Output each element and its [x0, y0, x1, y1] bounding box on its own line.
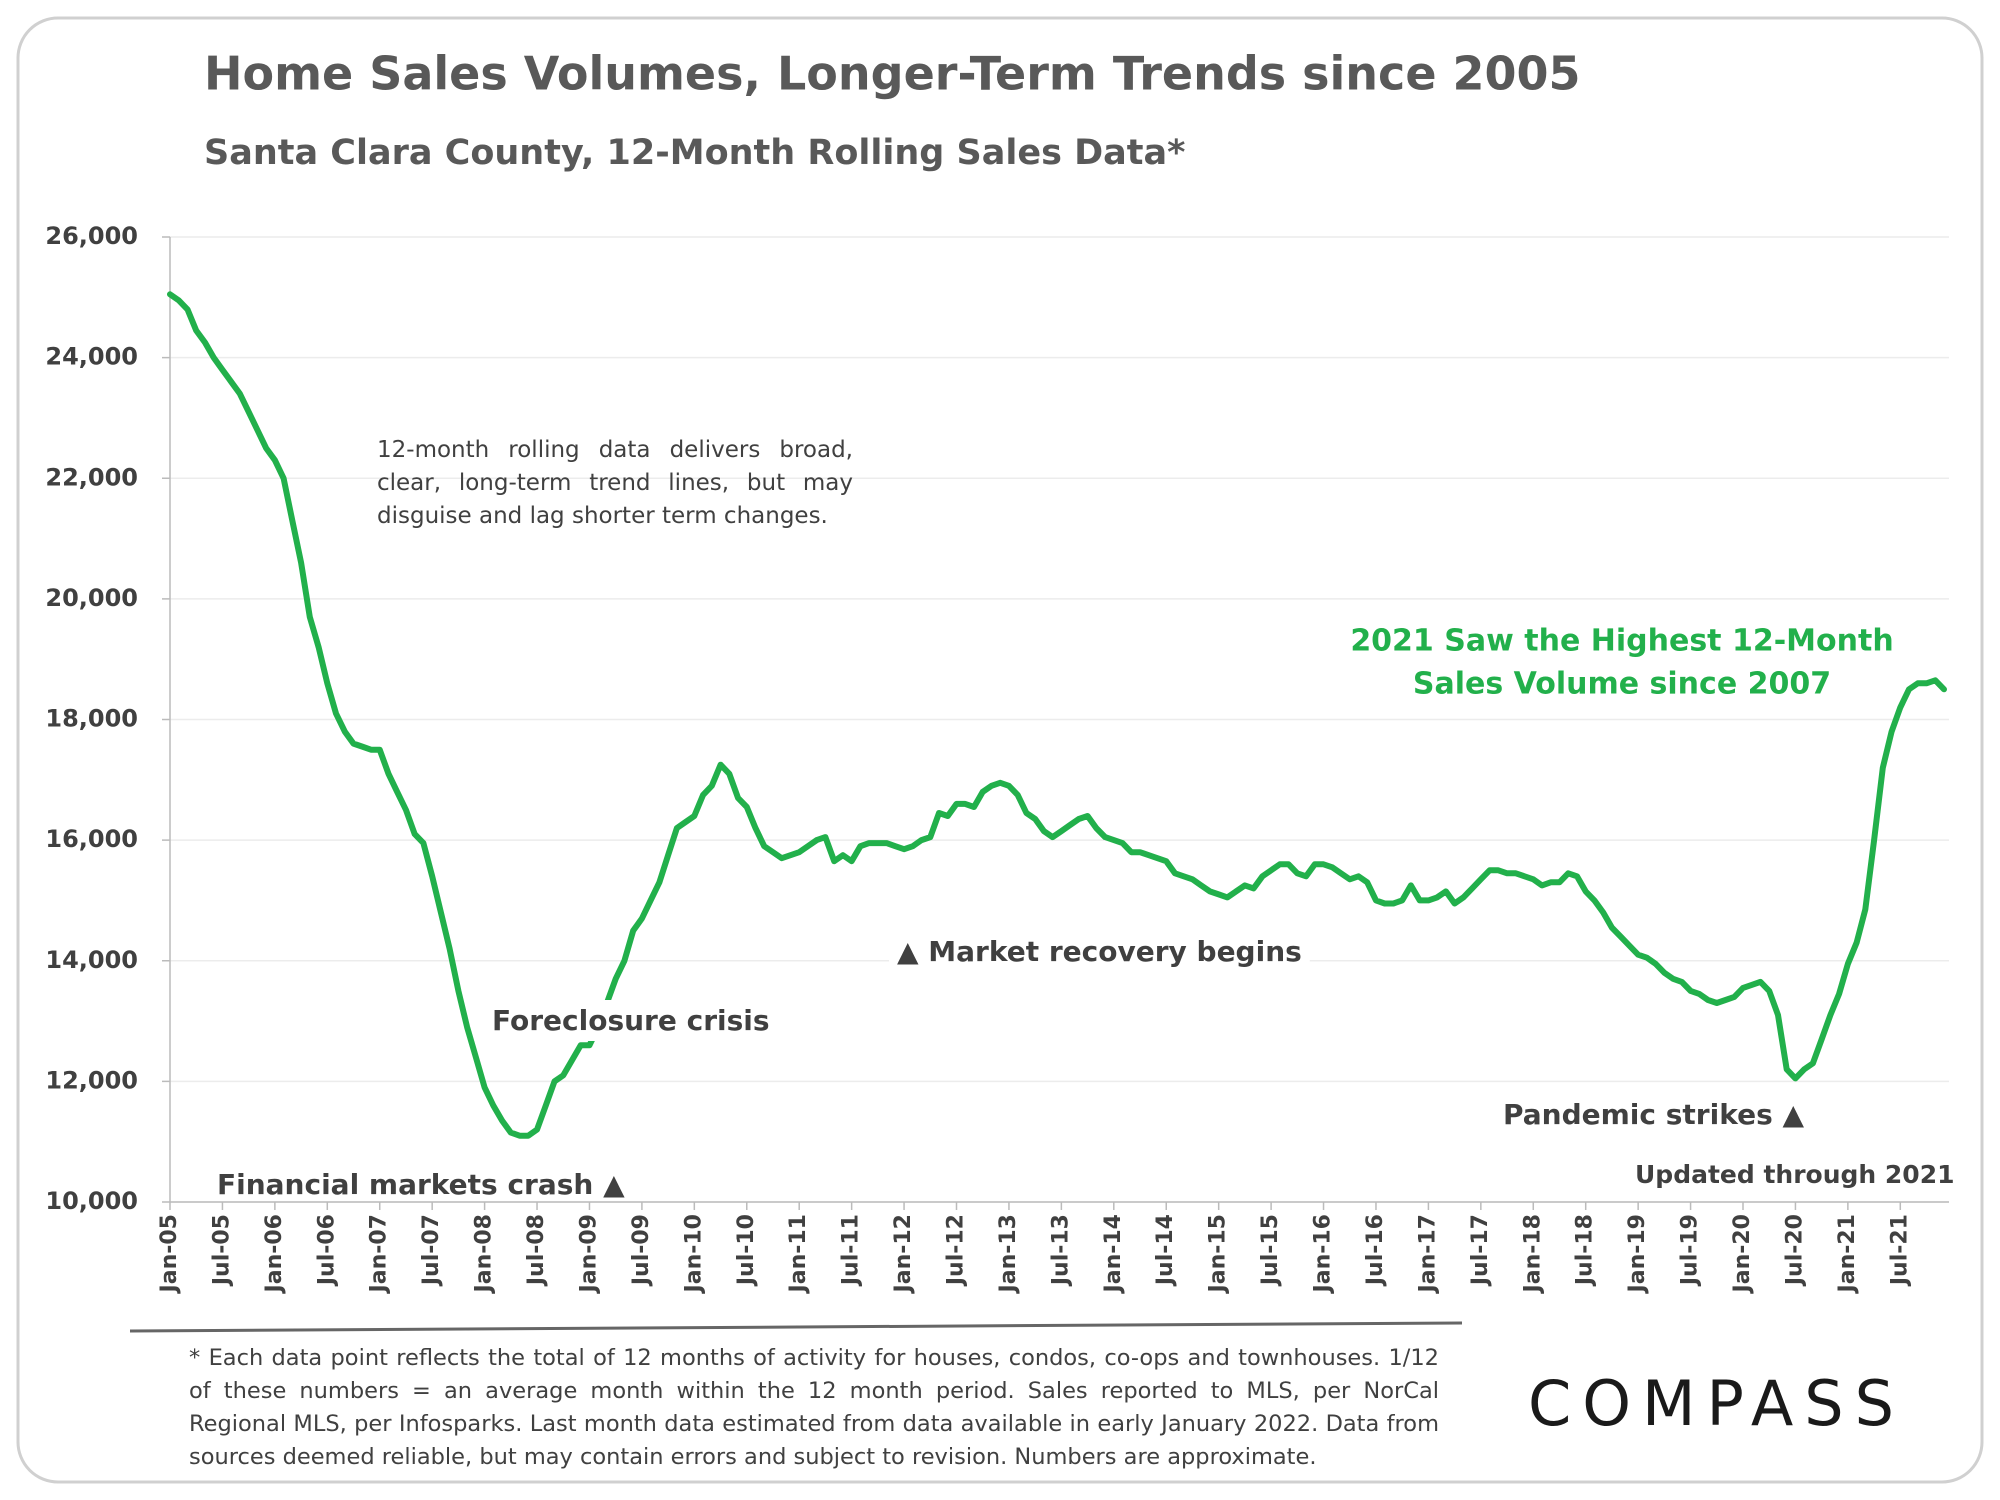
annotation: Updated through 2021: [1635, 1160, 1955, 1189]
annotation: Foreclosure crisis: [492, 1004, 770, 1037]
x-tick-label: Jul-17: [1468, 1214, 1493, 1287]
x-tick-label: Jan-13: [996, 1214, 1021, 1294]
x-tick-label: Jan-14: [1101, 1214, 1126, 1294]
note: 12-month rolling data delivers broad, cl…: [377, 437, 853, 529]
x-tick-label: Jul-07: [419, 1214, 444, 1287]
callout: 2021 Saw the Highest 12-Month: [1350, 624, 1893, 659]
chart-subtitle: Santa Clara County, 12-Month Rolling Sal…: [204, 133, 1185, 173]
x-tick-label: Jan-09: [576, 1214, 601, 1294]
y-tick-label: 22,000: [45, 463, 138, 491]
x-tick-label: Jul-13: [1048, 1214, 1073, 1287]
x-tick-label: Jul-08: [524, 1214, 549, 1287]
x-tick-label: Jan-05: [157, 1214, 182, 1294]
y-tick-label: 18,000: [45, 705, 138, 733]
x-tick-label: Jul-14: [1153, 1214, 1178, 1287]
x-tick-label: Jan-16: [1311, 1214, 1336, 1294]
x-tick-label: Jul-11: [839, 1214, 864, 1287]
x-tick-label: Jul-21: [1887, 1214, 1912, 1287]
y-tick-label: 16,000: [45, 825, 138, 853]
x-tick-label: Jul-16: [1363, 1214, 1388, 1287]
callout: Sales Volume since 2007: [1413, 667, 1831, 702]
x-tick-label: Jul-19: [1678, 1214, 1703, 1287]
logo: COMPASS: [1528, 1367, 1894, 1440]
x-tick-label: Jul-15: [1258, 1214, 1283, 1287]
annotation-bg: [484, 1000, 778, 1041]
x-tick-label: Jan-15: [1206, 1214, 1231, 1294]
y-tick-label: 24,000: [45, 343, 138, 371]
y-tick-label: 12,000: [45, 1066, 138, 1094]
y-tick-label: 20,000: [45, 584, 138, 612]
x-tick-label: Jan-10: [681, 1214, 706, 1294]
x-tick-label: Jul-20: [1782, 1214, 1807, 1287]
frame: [16, 16, 1984, 1484]
x-tick-label: Jan-20: [1730, 1214, 1755, 1294]
x-tick-label: Jan-07: [367, 1214, 392, 1294]
x-tick-label: Jul-05: [209, 1214, 234, 1287]
x-tick-label: Jan-19: [1625, 1214, 1650, 1294]
x-tick-label: Jul-18: [1573, 1214, 1598, 1287]
x-tick-label: Jul-06: [314, 1214, 339, 1287]
x-tick-label: Jan-11: [786, 1214, 811, 1294]
y-tick-label: 10,000: [45, 1187, 138, 1215]
annotation-bg: [889, 931, 1310, 972]
y-tick-label: 14,000: [45, 946, 138, 974]
footnote: * Each data point reflects the total of …: [189, 1345, 1439, 1470]
annotation: Financial markets crash ▲: [217, 1168, 625, 1201]
x-tick-label: Jul-12: [944, 1214, 969, 1287]
separator: [129, 1321, 1463, 1333]
x-tick-label: Jul-09: [629, 1214, 654, 1287]
x-tick-label: Jan-21: [1835, 1214, 1860, 1294]
chart-title: Home Sales Volumes, Longer-Term Trends s…: [204, 47, 1581, 101]
data-line: [167, 291, 1947, 1139]
x-tick-label: Jan-17: [1415, 1214, 1440, 1294]
x-tick-label: Jan-12: [891, 1214, 916, 1294]
annotation: Pandemic strikes ▲: [1503, 1098, 1804, 1131]
annotation: ▲ Market recovery begins: [897, 935, 1302, 968]
x-tick-label: Jul-10: [734, 1214, 759, 1287]
y-tick-label: 26,000: [45, 222, 138, 250]
x-tick-label: Jan-08: [472, 1214, 497, 1294]
x-tick-label: Jan-06: [262, 1214, 287, 1294]
x-tick-label: Jan-18: [1520, 1214, 1545, 1294]
